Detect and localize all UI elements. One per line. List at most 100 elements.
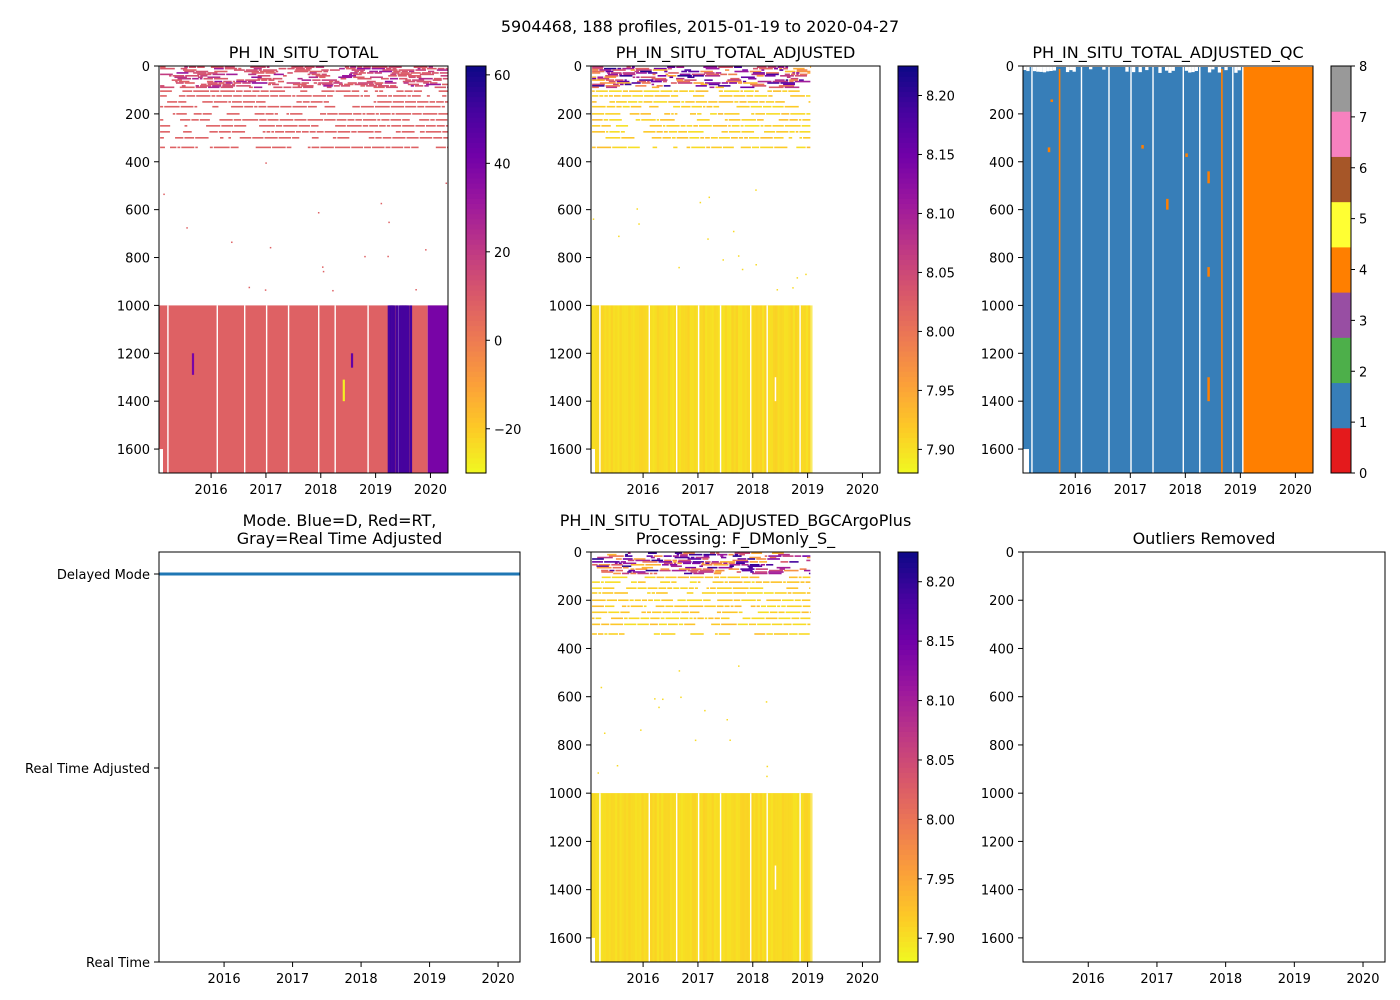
colorbar-tick-label: 8.05 — [926, 754, 955, 769]
profile-column — [770, 305, 774, 473]
profile-column — [737, 305, 741, 473]
colorbar-segment — [466, 386, 486, 393]
colorbar-segment — [898, 86, 918, 93]
shallow-sample — [673, 146, 678, 149]
shallow-sample — [767, 558, 780, 560]
profile-column — [722, 305, 725, 473]
colorbar-tick-label: 8.05 — [926, 266, 955, 281]
colorbar-tick-label: 60 — [494, 69, 511, 84]
shallow-sample — [319, 76, 326, 79]
shallow-sample — [802, 119, 811, 121]
axes-frame — [590, 551, 881, 963]
profile-column — [595, 305, 598, 473]
shallow-sample — [807, 72, 811, 74]
chart-title: PH_IN_SITU_TOTAL — [229, 43, 379, 63]
mid-depth-sample — [616, 764, 619, 767]
profile-gap — [1232, 66, 1234, 473]
colorbar-segment — [898, 762, 918, 768]
shallow-sample — [179, 86, 195, 89]
shallow-sample — [231, 83, 236, 86]
shallow-sample — [801, 125, 811, 127]
y-tick-label: 600 — [989, 204, 1014, 219]
shallow-sample — [799, 137, 802, 139]
colorbar-segment — [1331, 111, 1351, 157]
shallow-sample — [752, 67, 759, 70]
shallow-sample — [660, 568, 670, 570]
profile-column — [788, 305, 791, 473]
shallow-sample — [310, 101, 323, 103]
missing-bottom — [159, 449, 163, 473]
shallow-sample — [390, 73, 397, 76]
profile-gap — [167, 305, 169, 473]
shallow-sample — [720, 556, 727, 559]
shallow-sample — [403, 82, 409, 84]
profile-column — [762, 793, 765, 962]
colorbar-segment — [466, 391, 486, 398]
shallow-sample — [445, 125, 448, 127]
shallow-sample — [708, 83, 720, 86]
profile-column — [597, 793, 600, 962]
colorbar-segment — [898, 132, 918, 138]
shallow-sample — [608, 80, 616, 83]
shallow-sample — [218, 131, 231, 133]
axes-frame — [158, 65, 449, 474]
shallow-sample — [717, 553, 728, 556]
shallow-sample — [404, 90, 413, 92]
shallow-sample — [597, 633, 604, 635]
mid-depth-sample — [388, 221, 390, 224]
profile-column — [773, 793, 776, 962]
shallow-sample — [311, 146, 320, 149]
colorbar-segment — [466, 177, 486, 184]
colorbar-segment — [898, 228, 918, 235]
profile-column — [630, 305, 633, 473]
shallow-sample — [393, 70, 401, 73]
shallow-sample — [395, 131, 401, 133]
shallow-sample — [653, 101, 668, 103]
colorbar-segment — [466, 371, 486, 377]
shallow-sample — [656, 592, 668, 594]
shallow-sample — [756, 75, 764, 77]
shallow-sample — [426, 83, 441, 86]
shallow-sample — [750, 83, 765, 86]
shallow-sample — [181, 146, 195, 149]
shallow-sample — [751, 73, 766, 76]
shallow-sample — [596, 566, 612, 569]
colorbar-segment — [898, 152, 918, 159]
y-tick-label: 800 — [989, 739, 1014, 754]
shallow-sample — [320, 146, 334, 149]
colorbar-segment — [898, 127, 918, 133]
shallow-sample — [419, 119, 430, 121]
colorbar-segment — [898, 941, 918, 948]
shallow-sample — [599, 69, 612, 71]
shallow-sample — [629, 90, 643, 92]
shallow-sample — [212, 85, 222, 87]
colorbar-segment — [466, 417, 486, 423]
shallow-sample — [334, 146, 351, 149]
shallow-sample — [337, 137, 350, 139]
shallow-sample — [729, 563, 741, 566]
shallow-sample — [351, 146, 363, 149]
colorbar-segment — [898, 213, 918, 220]
shallow-sample — [742, 617, 751, 620]
x-tick-label: 2018 — [304, 483, 337, 498]
qc-flag-4-line — [1221, 69, 1223, 473]
shallow-sample — [419, 131, 425, 133]
y-tick-label: 1600 — [549, 443, 582, 458]
shallow-sample — [347, 82, 357, 84]
colorbar-tick-label: 0 — [494, 334, 502, 349]
shallow-sample — [418, 77, 433, 80]
shallow-sample — [762, 581, 770, 583]
shallow-sample — [674, 556, 690, 559]
chart-ph-in-situ-total: 2016 2017 2018 2019 202002004006008001000120… — [117, 43, 522, 498]
y-tick-label: Real Time Adjusted — [25, 762, 150, 777]
shallow-sample — [301, 85, 314, 87]
qc-flag-4-spot — [1185, 153, 1188, 157]
profile-column — [803, 305, 806, 473]
profile-column — [687, 793, 690, 962]
shallow-sample — [433, 77, 442, 80]
colorbar-segment — [1331, 292, 1351, 338]
mid-depth-sample — [699, 201, 702, 204]
colorbar-segment — [1331, 382, 1351, 429]
shallow-sample — [680, 587, 688, 589]
colorbar-segment — [898, 264, 918, 271]
